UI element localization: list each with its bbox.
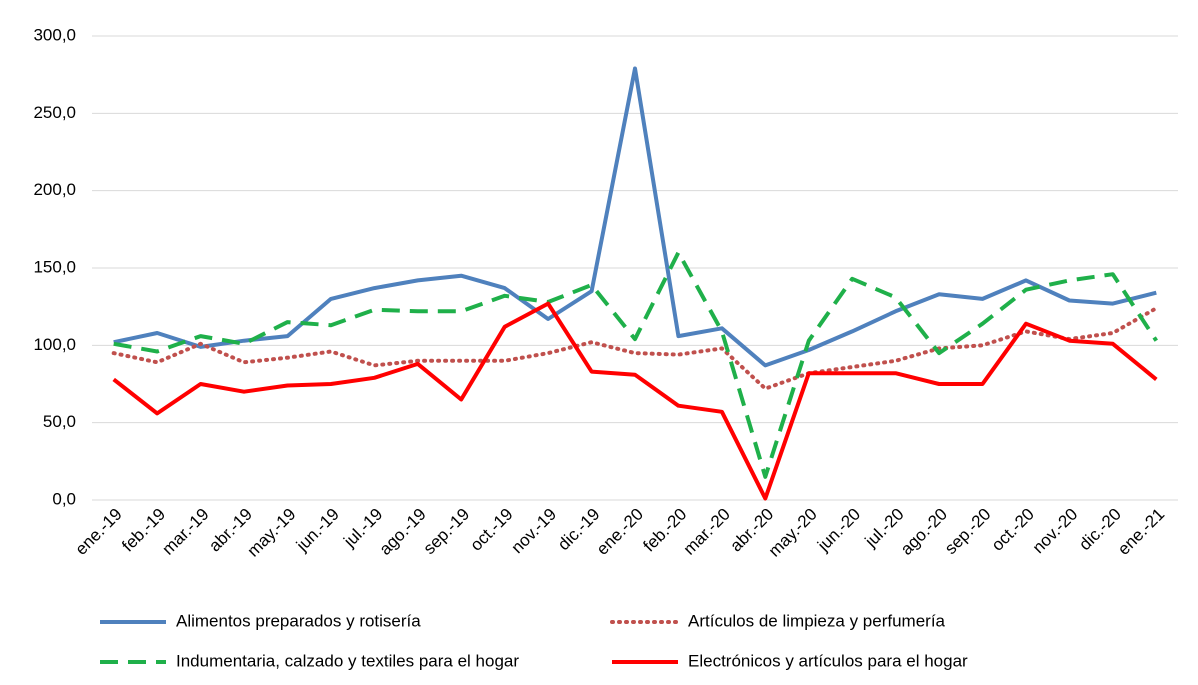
x-tick-label: oct.-20 xyxy=(988,505,1038,555)
series-line xyxy=(113,250,1158,479)
x-tick-label: nov.-19 xyxy=(507,505,560,558)
x-tick-label: ago.-20 xyxy=(897,505,951,559)
series-line xyxy=(112,301,1158,501)
y-tick-label: 150,0 xyxy=(33,257,76,276)
x-tick-label: may.-19 xyxy=(244,505,300,561)
x-tick-label: mar.-20 xyxy=(680,505,734,559)
x-tick-label: may.-20 xyxy=(765,505,821,561)
x-tick-label: jun.-19 xyxy=(292,505,343,556)
y-tick-label: 200,0 xyxy=(33,180,76,199)
x-tick-label: ene.-19 xyxy=(72,505,126,559)
x-tick-label: ene.-20 xyxy=(593,505,647,559)
y-tick-label: 250,0 xyxy=(33,103,76,122)
legend-label: Artículos de limpieza y perfumería xyxy=(688,611,946,630)
x-tick-label: jun.-20 xyxy=(813,505,864,556)
y-tick-label: 300,0 xyxy=(33,25,76,44)
x-tick-label: oct.-19 xyxy=(466,505,516,555)
x-tick-label: mar.-19 xyxy=(158,505,212,559)
legend-label: Indumentaria, calzado y textiles para el… xyxy=(176,651,519,670)
series-line xyxy=(113,66,1157,368)
x-tick-label: sep.-19 xyxy=(420,505,474,559)
y-tick-label: 50,0 xyxy=(43,412,76,431)
x-tick-label: ene.-21 xyxy=(1114,505,1168,559)
y-tick-label: 0,0 xyxy=(52,489,76,508)
series-line xyxy=(111,306,1159,391)
y-tick-label: 100,0 xyxy=(33,335,76,354)
legend-label: Electrónicos y artículos para el hogar xyxy=(688,651,968,670)
legend-label: Alimentos preparados y rotisería xyxy=(176,611,421,630)
x-tick-label: sep.-20 xyxy=(941,505,995,559)
x-tick-label: nov.-20 xyxy=(1029,505,1082,558)
x-tick-label: ago.-19 xyxy=(376,505,430,559)
